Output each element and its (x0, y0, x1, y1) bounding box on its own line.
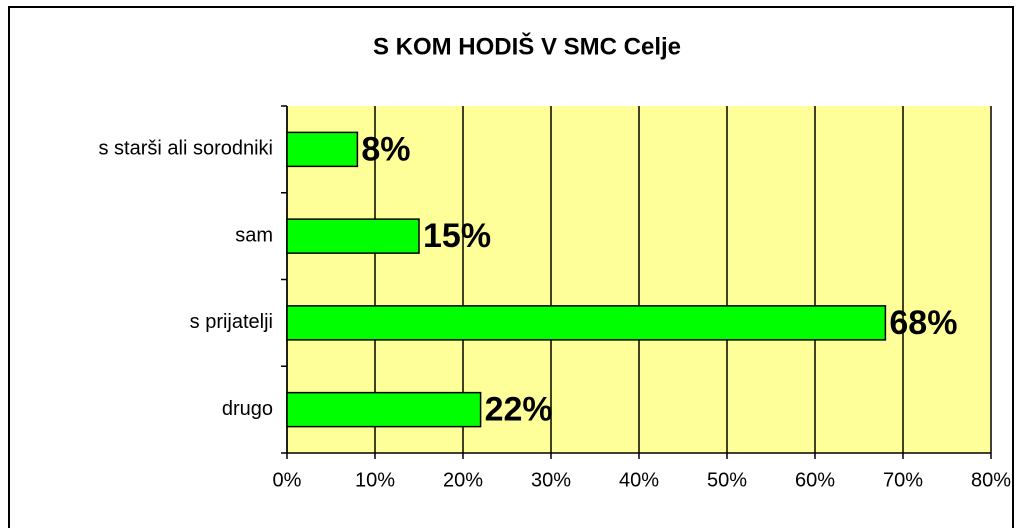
bar (286, 218, 420, 254)
y-tick-label: drugo (222, 398, 273, 420)
data-label: 22% (485, 391, 553, 429)
x-tick-label: 10% (355, 469, 395, 491)
x-tick-label: 70% (883, 469, 923, 491)
data-label: 8% (361, 130, 410, 168)
bar (286, 131, 359, 168)
bar (286, 305, 887, 341)
x-tick-label: 30% (531, 469, 571, 491)
chart-title: S KOM HODIŠ V SMC Celje (373, 32, 681, 60)
x-tick-label: 60% (795, 469, 835, 491)
y-tick-label: s starši ali sorodniki (98, 138, 273, 160)
x-tick-label: 40% (619, 469, 659, 491)
data-label: 68% (889, 304, 957, 342)
y-tick-label: sam (235, 224, 273, 246)
x-tick-label: 0% (273, 469, 302, 491)
data-label: 15% (423, 217, 491, 255)
x-tick-label: 20% (443, 469, 483, 491)
y-tick-label: s prijatelji (190, 311, 273, 333)
x-tick-label: 50% (707, 469, 747, 491)
chart-border (8, 6, 1014, 528)
bar (286, 391, 482, 428)
x-tick-label: 80% (971, 469, 1011, 491)
